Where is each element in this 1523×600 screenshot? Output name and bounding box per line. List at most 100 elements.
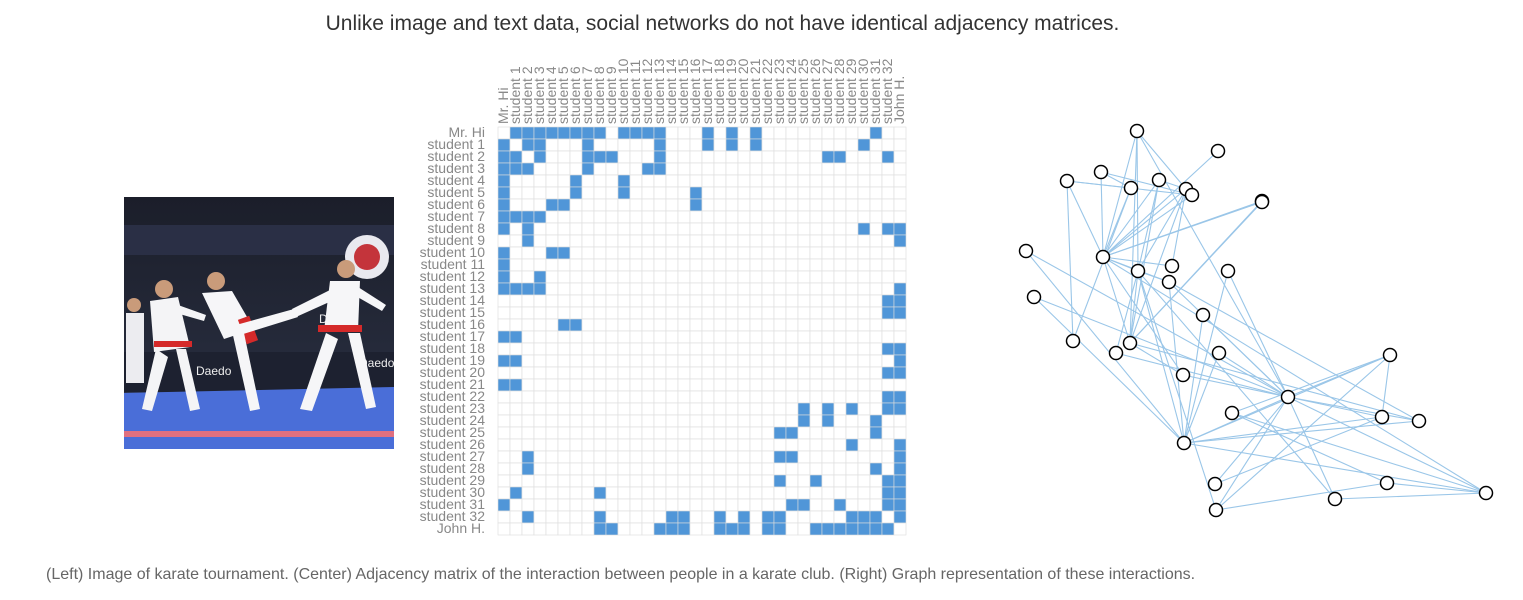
matrix-cell bbox=[641, 414, 655, 428]
matrix-cell bbox=[869, 462, 883, 476]
matrix-cell bbox=[857, 498, 871, 512]
matrix-cell bbox=[749, 474, 763, 488]
matrix-cell bbox=[869, 294, 883, 308]
matrix-column-label: student 8 bbox=[591, 66, 607, 124]
matrix-cell bbox=[629, 354, 643, 368]
matrix-cell bbox=[677, 210, 691, 224]
matrix-cell bbox=[821, 162, 835, 176]
matrix-cell bbox=[833, 222, 847, 236]
matrix-cell bbox=[773, 198, 787, 212]
matrix-row-label: student 3 bbox=[427, 160, 485, 176]
matrix-cell bbox=[665, 234, 679, 248]
matrix-cell bbox=[893, 282, 907, 296]
matrix-cell bbox=[725, 282, 739, 296]
matrix-cell bbox=[497, 426, 511, 440]
matrix-cell bbox=[545, 354, 559, 368]
matrix-row-label: student 25 bbox=[420, 424, 486, 440]
matrix-cell bbox=[653, 366, 667, 380]
matrix-cell bbox=[665, 210, 679, 224]
matrix-cell bbox=[797, 222, 811, 236]
matrix-cell bbox=[557, 450, 571, 464]
matrix-cell bbox=[857, 474, 871, 488]
matrix-cell bbox=[497, 306, 511, 320]
matrix-cell bbox=[845, 150, 859, 164]
matrix-cell bbox=[533, 174, 547, 188]
matrix-cell bbox=[653, 270, 667, 284]
matrix-cell bbox=[857, 186, 871, 200]
matrix-cell bbox=[845, 342, 859, 356]
matrix-cell bbox=[665, 462, 679, 476]
matrix-cell bbox=[665, 378, 679, 392]
matrix-cell bbox=[845, 402, 859, 416]
matrix-cell bbox=[761, 210, 775, 224]
matrix-cell bbox=[497, 150, 511, 164]
matrix-cell bbox=[641, 246, 655, 260]
matrix-column-label: student 32 bbox=[879, 58, 895, 124]
matrix-cell bbox=[617, 138, 631, 152]
matrix-cell bbox=[749, 510, 763, 524]
matrix-cell bbox=[749, 438, 763, 452]
matrix-cell bbox=[689, 198, 703, 212]
matrix-cell bbox=[833, 438, 847, 452]
matrix-cell bbox=[497, 378, 511, 392]
matrix-cell bbox=[797, 498, 811, 512]
matrix-cell bbox=[509, 294, 523, 308]
matrix-cell bbox=[617, 498, 631, 512]
photo-sponsor-board bbox=[124, 352, 394, 392]
matrix-cell bbox=[833, 246, 847, 260]
graph-edge bbox=[1168, 281, 1420, 422]
matrix-cell bbox=[677, 462, 691, 476]
matrix-cell bbox=[881, 174, 895, 188]
matrix-cell bbox=[593, 378, 607, 392]
matrix-cell bbox=[845, 330, 859, 344]
graph-edge bbox=[1100, 171, 1193, 196]
matrix-cell bbox=[821, 474, 835, 488]
matrix-cell bbox=[497, 246, 511, 260]
matrix-cell bbox=[809, 138, 823, 152]
matrix-cell bbox=[521, 414, 535, 428]
matrix-cell bbox=[785, 222, 799, 236]
matrix-cell bbox=[617, 210, 631, 224]
matrix-cell bbox=[809, 258, 823, 272]
matrix-cell bbox=[761, 486, 775, 500]
matrix-cell bbox=[665, 366, 679, 380]
matrix-column-label: student 2 bbox=[519, 66, 535, 124]
matrix-cell bbox=[581, 450, 595, 464]
matrix-cell bbox=[821, 126, 835, 140]
matrix-cell bbox=[533, 378, 547, 392]
matrix-cell bbox=[701, 522, 715, 536]
matrix-cell bbox=[569, 522, 583, 536]
matrix-cell bbox=[545, 378, 559, 392]
matrix-cell bbox=[509, 150, 523, 164]
matrix-cell bbox=[689, 126, 703, 140]
matrix-cell bbox=[605, 426, 619, 440]
matrix-cell bbox=[857, 486, 871, 500]
matrix-cell bbox=[689, 150, 703, 164]
matrix-cell bbox=[821, 198, 835, 212]
matrix-cell bbox=[785, 366, 799, 380]
matrix-cell bbox=[641, 138, 655, 152]
matrix-cell bbox=[737, 426, 751, 440]
matrix-cell bbox=[497, 234, 511, 248]
matrix-cell bbox=[521, 222, 535, 236]
matrix-cell bbox=[629, 438, 643, 452]
matrix-cell bbox=[497, 354, 511, 368]
matrix-cell bbox=[533, 498, 547, 512]
matrix-cell bbox=[581, 426, 595, 440]
matrix-cell bbox=[533, 438, 547, 452]
matrix-cell bbox=[629, 126, 643, 140]
matrix-cell bbox=[785, 414, 799, 428]
matrix-column-label: student 17 bbox=[699, 58, 715, 124]
graph-edge bbox=[1102, 194, 1193, 258]
graph-edge bbox=[1100, 171, 1104, 258]
matrix-cell bbox=[689, 294, 703, 308]
matrix-cell bbox=[773, 222, 787, 236]
graph-edge bbox=[1137, 270, 1336, 500]
matrix-cell bbox=[761, 126, 775, 140]
matrix-cell bbox=[713, 510, 727, 524]
matrix-cell bbox=[545, 450, 559, 464]
matrix-cell bbox=[497, 438, 511, 452]
matrix-cell bbox=[809, 378, 823, 392]
matrix-cell bbox=[749, 306, 763, 320]
